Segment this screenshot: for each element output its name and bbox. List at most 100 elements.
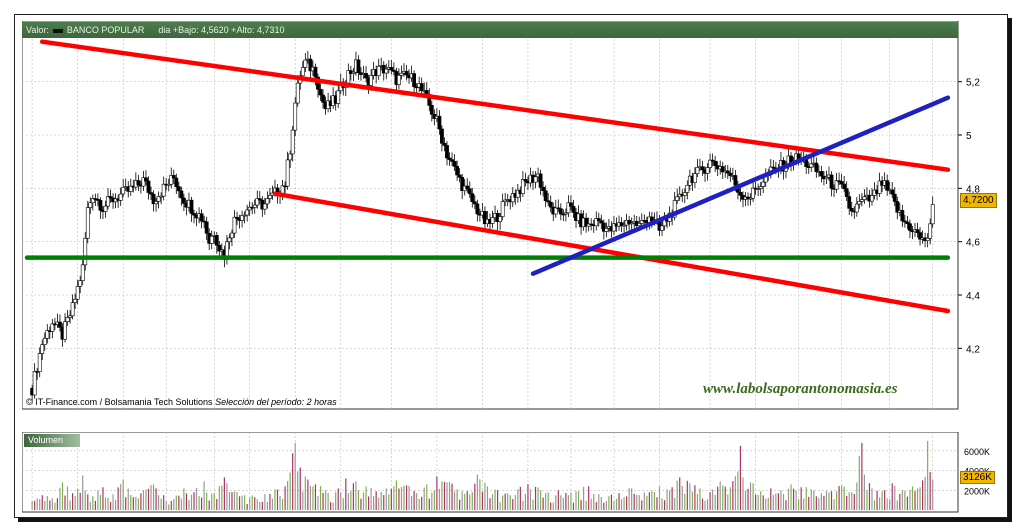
candle-body <box>748 197 753 200</box>
candle-body <box>819 171 824 177</box>
candle-body <box>419 83 424 92</box>
candle-body <box>308 58 313 72</box>
candle-body <box>204 221 209 234</box>
candle-body <box>255 198 260 206</box>
chart-credit: © IT-Finance.com / Bolsamania Tech Solut… <box>26 397 337 407</box>
candle-body <box>235 216 239 219</box>
candle-body <box>40 344 45 354</box>
candle-body <box>895 201 900 213</box>
candle-body <box>601 222 606 232</box>
candle-body <box>619 222 624 227</box>
candle-body <box>467 188 472 194</box>
candle-body <box>156 196 161 202</box>
candle-body <box>412 73 417 88</box>
candle-body <box>45 330 50 339</box>
candle-body <box>121 186 126 195</box>
candle-body <box>470 193 475 202</box>
candle-body <box>725 170 730 174</box>
candle-body <box>627 219 632 225</box>
candle-body <box>73 298 78 303</box>
candle-body <box>584 217 589 227</box>
candle-body <box>151 193 156 205</box>
candle-body <box>321 94 325 103</box>
candle-body <box>149 192 153 195</box>
candle-body <box>106 196 110 207</box>
last-price-tag: 4,7200 <box>960 193 997 208</box>
candle-body <box>761 181 766 187</box>
candle-body <box>399 72 404 76</box>
candle-body <box>685 184 690 193</box>
credit-period: Selección del período: 2 horas <box>215 397 337 407</box>
candle-body <box>695 167 700 174</box>
candle-body <box>437 115 442 130</box>
candle-body <box>682 192 687 196</box>
candle-body <box>566 202 571 214</box>
candle-body <box>65 317 70 323</box>
candle-body <box>389 67 394 71</box>
candle-body <box>182 197 186 204</box>
candle-body <box>98 200 103 211</box>
y-tick-label: 4,4 <box>966 291 980 302</box>
candle-body <box>928 223 933 239</box>
y-tick-label: 5,2 <box>966 78 980 89</box>
candle-body <box>809 163 814 168</box>
candle-body <box>154 201 158 205</box>
candle-body <box>705 167 710 174</box>
candle-body <box>756 188 761 190</box>
trend-line-lower-channel <box>272 191 951 314</box>
candle-body <box>429 105 434 115</box>
candle-body <box>905 221 910 224</box>
candle-body <box>214 235 219 246</box>
candle-body <box>303 59 308 68</box>
candle-body <box>141 177 146 187</box>
candle-body <box>227 237 232 243</box>
candle-body <box>675 196 680 201</box>
credit-source: © IT-Finance.com / Bolsamania Tech Solut… <box>26 397 213 407</box>
candle-body <box>849 208 854 212</box>
candle-body <box>612 223 616 232</box>
y-tick-label: 4,6 <box>966 238 980 249</box>
candle-body <box>746 196 750 199</box>
candle-body <box>103 205 108 212</box>
candle-body <box>672 200 677 218</box>
day-range-text: dia +Bajo: 4,5620 +Alto: 4,7310 <box>158 25 285 35</box>
trend-line-resistance <box>39 39 951 172</box>
candle-body <box>318 88 323 96</box>
candle-body <box>252 204 257 208</box>
chart-header: Valor: BANCO POPULAR dia +Bajo: 4,5620 +Al… <box>22 22 958 38</box>
candle-body <box>75 286 80 300</box>
candle-body <box>915 229 920 233</box>
candle-body <box>890 189 895 195</box>
candle-body <box>442 143 447 146</box>
candle-body <box>455 166 460 176</box>
candle-body <box>918 232 922 240</box>
candle-body <box>708 159 712 168</box>
candle-body <box>199 213 204 222</box>
vol-tick-label: 6000K <box>964 447 990 457</box>
candle-body <box>68 315 72 318</box>
candle-body <box>460 177 465 192</box>
candle-body <box>369 75 374 86</box>
candle-body <box>440 128 444 144</box>
candle-body <box>563 212 568 215</box>
candle-body <box>594 218 599 227</box>
candle-body <box>543 190 548 202</box>
candle-body <box>447 157 452 160</box>
candle-body <box>733 175 738 186</box>
price-chart: 271215202328Ago51013182326Sep69141722275… <box>22 21 980 410</box>
candle-body <box>285 159 290 187</box>
candle-body <box>159 195 164 198</box>
candle-body <box>176 186 181 192</box>
y-tick-label: 5 <box>966 131 972 142</box>
candle-body <box>885 180 890 191</box>
candle-body <box>637 223 642 226</box>
candle-body <box>293 102 298 131</box>
candle-body <box>639 219 644 224</box>
candle-body <box>295 82 300 104</box>
candle-body <box>713 160 718 166</box>
candle-body <box>561 213 566 216</box>
candle-body <box>546 200 551 203</box>
candle-body <box>596 218 601 221</box>
candle-body <box>465 185 470 190</box>
candle-body <box>391 69 396 72</box>
